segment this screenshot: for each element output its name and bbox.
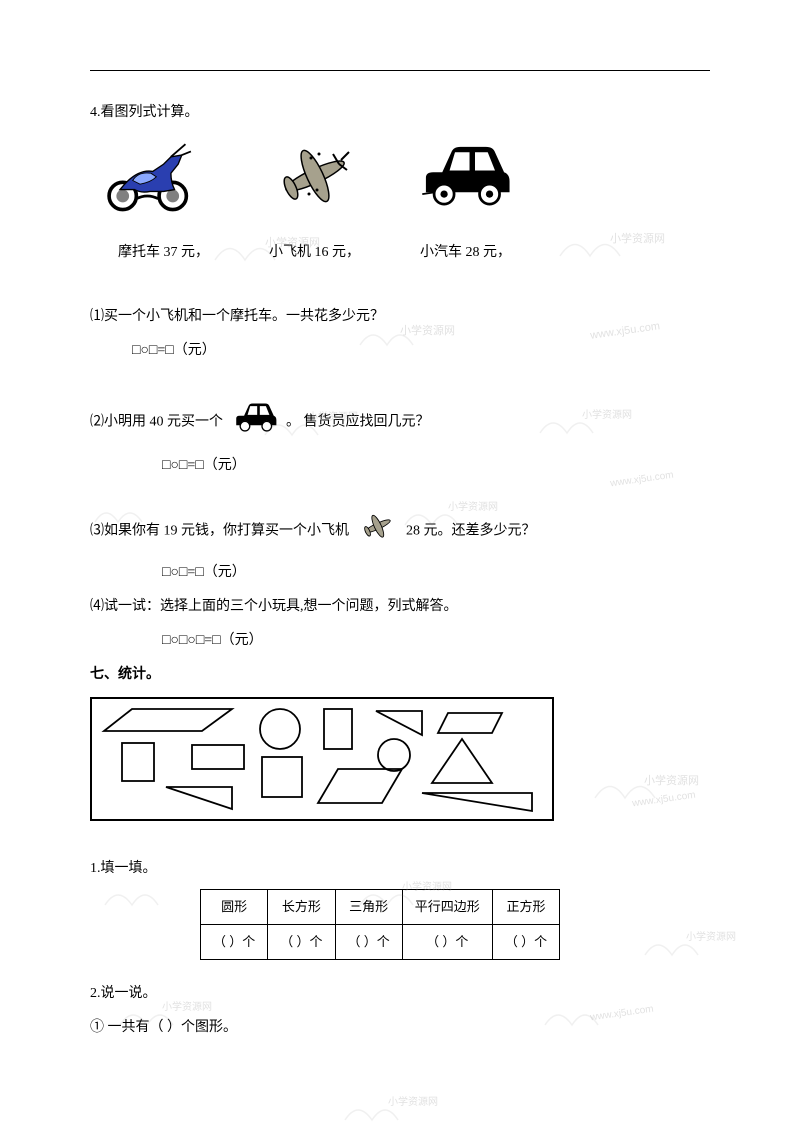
q7-1-title: 1.填一填。 [90, 855, 710, 883]
table-input-row: （ ）个 （ ）个 （ ）个 （ ）个 （ ）个 [201, 925, 560, 960]
item-label-car: 小汽车 28 元， [420, 239, 511, 267]
q4-s4-eq: □○□○□=□（元） [90, 627, 710, 655]
th-rect: 长方形 [268, 890, 335, 925]
top-rule [90, 70, 710, 71]
watermark-icon [340, 1095, 420, 1125]
td-triangle: （ ）个 [335, 925, 402, 960]
q4-s2-eq: □○□=□（元） [90, 452, 710, 480]
th-triangle: 三角形 [335, 890, 402, 925]
td-rect: （ ）个 [268, 925, 335, 960]
q4-s3-post: 28 元。还差多少元？ [406, 524, 536, 539]
q4-s2-post: 。 售货员应找回几元？ [286, 415, 430, 430]
plane-icon [357, 510, 399, 553]
q4-s2: ⑵小明用 40 元买一个 。 售货员应找回几元？ [90, 399, 710, 446]
q4-s2-pre: ⑵小明用 40 元买一个 [90, 415, 227, 430]
plane-icon [265, 135, 365, 215]
td-square: （ ）个 [492, 925, 559, 960]
labels-row: 摩托车 37 元， 小飞机 16 元， 小汽车 28 元， [118, 239, 710, 267]
item-label-motorcycle: 摩托车 37 元， [118, 239, 209, 267]
watermark-brand: 小学资源网 [686, 928, 736, 948]
q4-s1-eq: □○□=□（元） [90, 337, 710, 365]
table-header-row: 圆形 长方形 三角形 平行四边形 正方形 [201, 890, 560, 925]
q4-s3: ⑶如果你有 19 元钱，你打算买一个小飞机 28 元。还差多少元？ [90, 510, 710, 553]
item-label-plane: 小飞机 16 元， [269, 239, 360, 267]
watermark-brand: 小学资源网 [644, 770, 699, 792]
q7-2-line1: ① 一共有（ ）个图形。 [90, 1014, 710, 1042]
td-circle: （ ）个 [201, 925, 268, 960]
q4-s3-pre: ⑶如果你有 19 元钱，你打算买一个小飞机 [90, 524, 353, 539]
th-parallelogram: 平行四边形 [402, 890, 492, 925]
watermark-url: www.xj5u.com [631, 786, 697, 815]
watermark-brand: 小学资源网 [388, 1093, 438, 1113]
watermark-icon [100, 880, 180, 910]
shapes-box [90, 697, 554, 821]
q4-s4: ⑷试一试：选择上面的三个小玩具,想一个问题，列式解答。 [90, 593, 710, 621]
page: 4.看图列式计算。 [0, 0, 800, 1132]
car-icon [231, 399, 279, 446]
th-square: 正方形 [492, 890, 559, 925]
th-circle: 圆形 [201, 890, 268, 925]
q4-s1: ⑴买一个小飞机和一个摩托车。一共花多少元？ [90, 303, 710, 331]
shape-count-table: 圆形 长方形 三角形 平行四边形 正方形 （ ）个 （ ）个 （ ）个 （ ）个… [200, 889, 560, 960]
watermark-icon [590, 770, 680, 804]
td-parallelogram: （ ）个 [402, 925, 492, 960]
q4-title: 4.看图列式计算。 [90, 99, 710, 127]
motorcycle-icon [100, 135, 200, 215]
car-icon [415, 135, 515, 215]
section7-title: 七、统计。 [90, 661, 710, 689]
watermark-icon [640, 930, 720, 960]
q7-2-title: 2.说一说。 [90, 980, 710, 1008]
items-row [90, 135, 710, 215]
q4-s3-eq: □○□=□（元） [90, 559, 710, 587]
